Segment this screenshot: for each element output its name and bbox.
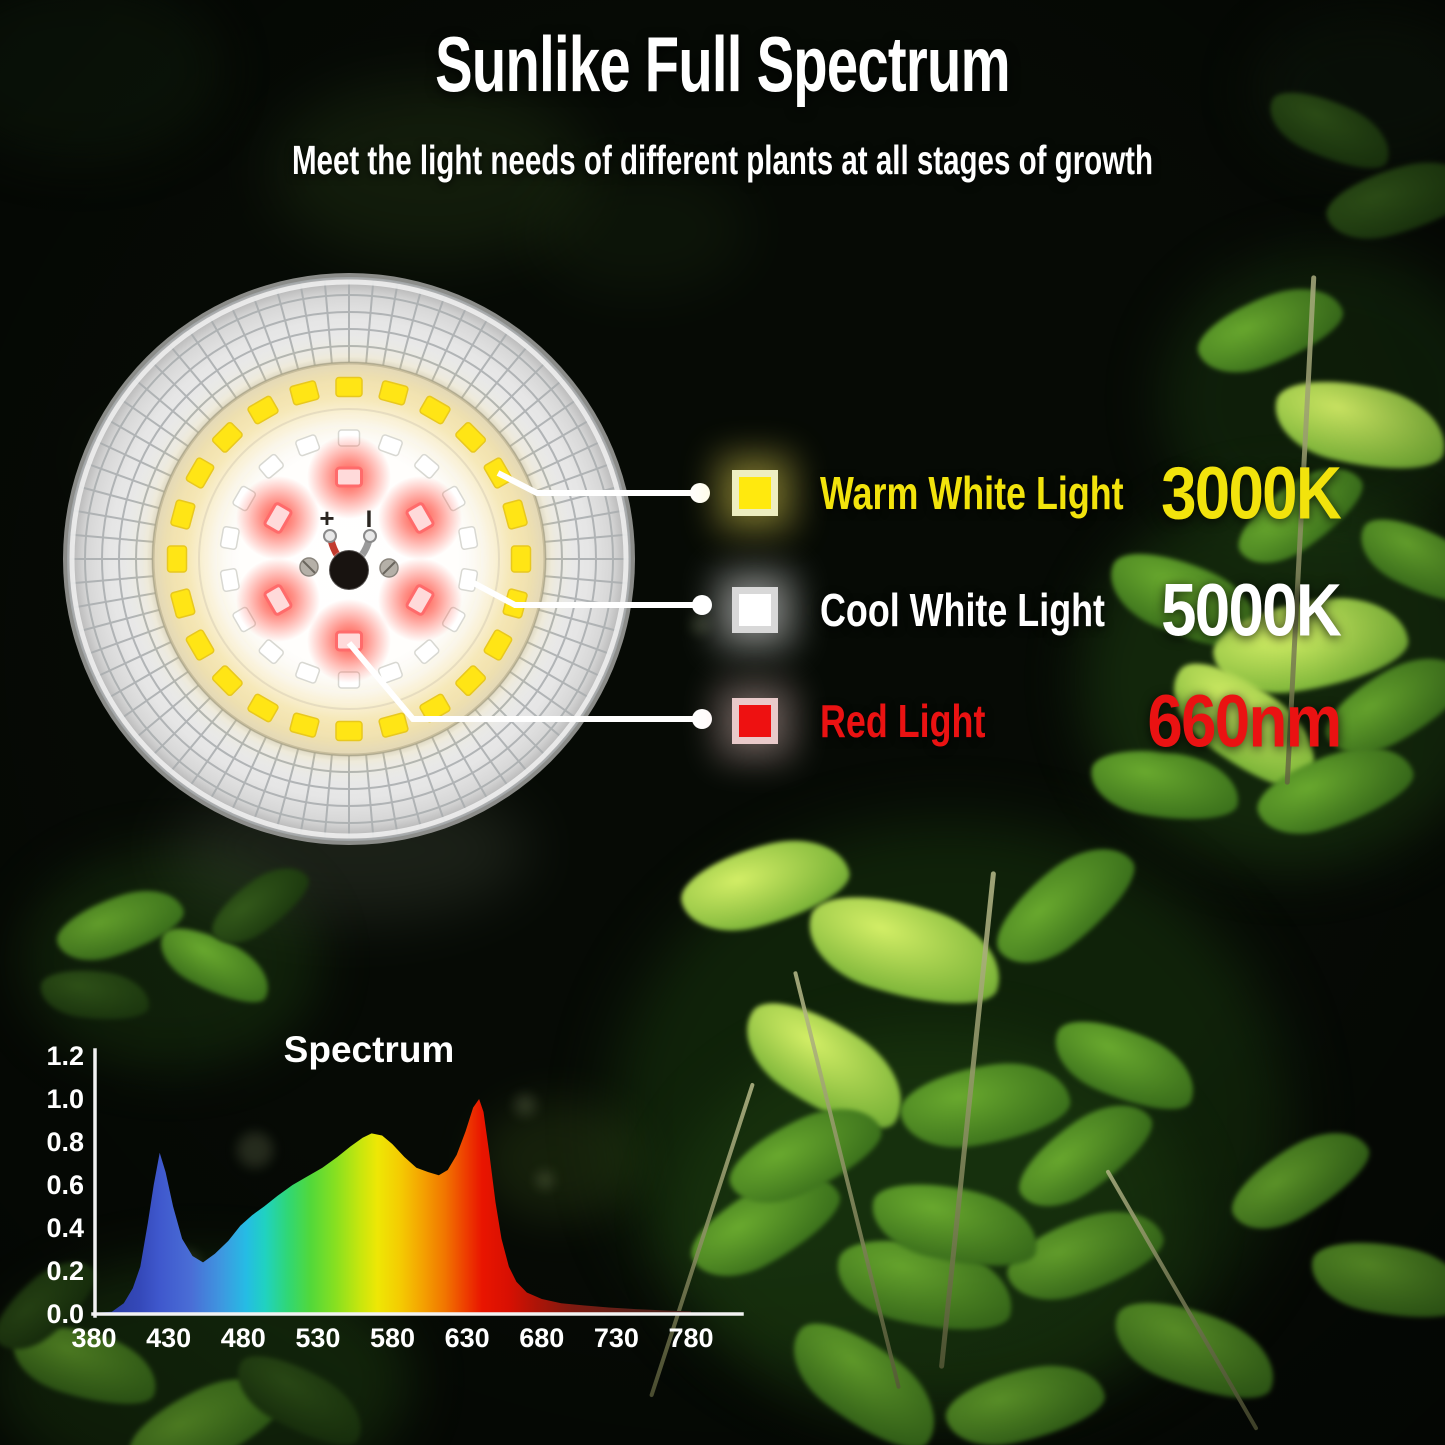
svg-text:0.0: 0.0 bbox=[46, 1299, 84, 1329]
foliage-blob bbox=[270, 80, 590, 260]
svg-text:780: 780 bbox=[668, 1323, 713, 1353]
wire-terminal-right bbox=[363, 529, 377, 543]
grow-light-bulb: + I bbox=[63, 273, 635, 845]
chart-title: Spectrum bbox=[284, 1029, 455, 1070]
x-axis-tick-labels: 380 430 480 530 580 630 680 730 780 bbox=[71, 1323, 713, 1353]
svg-text:480: 480 bbox=[221, 1323, 266, 1353]
svg-text:1.2: 1.2 bbox=[46, 1041, 84, 1071]
svg-text:0.4: 0.4 bbox=[46, 1213, 84, 1243]
center-socket bbox=[329, 550, 369, 590]
foliage-blob bbox=[530, 165, 750, 295]
foliage-bokeh bbox=[691, 616, 709, 634]
polarity-minus-label: I bbox=[366, 506, 373, 533]
svg-text:0.2: 0.2 bbox=[46, 1256, 84, 1286]
callout-line-warm-white bbox=[496, 470, 700, 496]
svg-text:730: 730 bbox=[594, 1323, 639, 1353]
svg-text:0.6: 0.6 bbox=[46, 1170, 84, 1200]
bulb-center-hub: + I bbox=[299, 503, 399, 591]
foliage-bokeh bbox=[514, 1094, 536, 1116]
foliage-bokeh bbox=[237, 1132, 273, 1168]
spectrum-chart: Spectrum 0.0 0.2 0.4 0.6 0.8 1.0 1.2 380 430 480… bbox=[46, 1029, 744, 1353]
screw-right-slot bbox=[382, 561, 396, 575]
wire-terminal-left bbox=[323, 529, 337, 543]
callout-line-red bbox=[346, 641, 702, 722]
spectrum-curve bbox=[94, 1099, 691, 1314]
screw-left-slot bbox=[302, 560, 316, 574]
warm-white-led-ring bbox=[166, 376, 532, 742]
reflector-rim-highlight bbox=[69, 279, 629, 839]
y-axis-tick-labels: 0.0 0.2 0.4 0.6 0.8 1.0 1.2 bbox=[46, 1041, 84, 1329]
svg-text:630: 630 bbox=[445, 1323, 490, 1353]
svg-text:680: 680 bbox=[519, 1323, 564, 1353]
callout-dot-cool-white bbox=[692, 595, 712, 615]
red-led-ring bbox=[263, 466, 435, 652]
callout-line-cool-white bbox=[466, 577, 702, 608]
svg-text:530: 530 bbox=[295, 1323, 340, 1353]
callout-lines bbox=[346, 470, 702, 722]
polarity-plus-label: + bbox=[319, 503, 334, 533]
foliage-blob bbox=[480, 1100, 640, 1220]
callout-dots bbox=[690, 483, 712, 729]
inner-ring-line bbox=[198, 408, 500, 710]
svg-text:0.8: 0.8 bbox=[46, 1127, 84, 1157]
callout-dot-warm-white bbox=[690, 483, 710, 503]
foliage-bokeh bbox=[536, 1171, 554, 1189]
callout-dot-red bbox=[692, 709, 712, 729]
svg-text:580: 580 bbox=[370, 1323, 415, 1353]
svg-text:1.0: 1.0 bbox=[46, 1084, 84, 1114]
center-socket-rim bbox=[328, 549, 370, 591]
svg-text:430: 430 bbox=[146, 1323, 191, 1353]
svg-text:380: 380 bbox=[71, 1323, 116, 1353]
